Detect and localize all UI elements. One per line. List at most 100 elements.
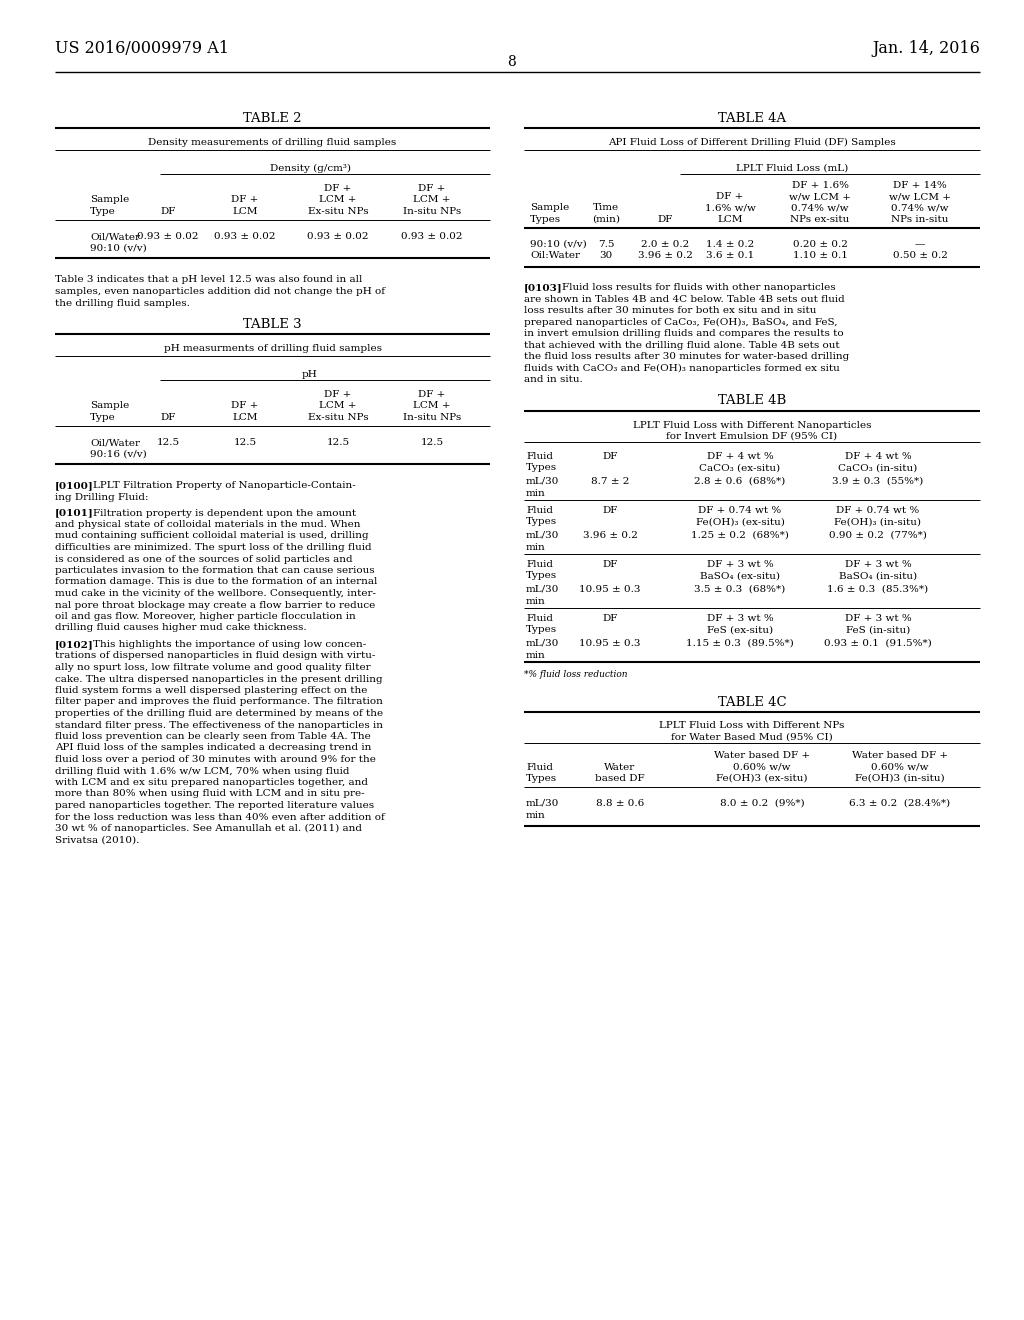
Text: 8.0 ± 0.2  (9%*): 8.0 ± 0.2 (9%*) xyxy=(720,799,804,808)
Text: Fluid: Fluid xyxy=(526,614,553,623)
Text: Types: Types xyxy=(526,463,557,473)
Text: DF + 3 wt %: DF + 3 wt % xyxy=(845,560,911,569)
Text: (min): (min) xyxy=(592,215,620,224)
Text: min: min xyxy=(526,543,546,552)
Text: DF + 0.74 wt %: DF + 0.74 wt % xyxy=(837,506,920,515)
Text: 0.93 ± 0.02: 0.93 ± 0.02 xyxy=(401,232,463,242)
Text: [0102]: [0102] xyxy=(55,640,94,649)
Text: difficulties are minimized. The spurt loss of the drilling fluid: difficulties are minimized. The spurt lo… xyxy=(55,543,372,552)
Text: Types: Types xyxy=(526,517,557,527)
Text: NPs ex-situ: NPs ex-situ xyxy=(791,215,850,224)
Text: CaCO₃ (in-situ): CaCO₃ (in-situ) xyxy=(839,463,918,473)
Text: 0.93 ± 0.02: 0.93 ± 0.02 xyxy=(214,232,275,242)
Text: for Invert Emulsion DF (95% CI): for Invert Emulsion DF (95% CI) xyxy=(667,432,838,441)
Text: 8: 8 xyxy=(508,55,516,69)
Text: DF + 0.74 wt %: DF + 0.74 wt % xyxy=(698,506,781,515)
Text: 3.5 ± 0.3  (68%*): 3.5 ± 0.3 (68%*) xyxy=(694,585,785,594)
Text: Ex-situ NPs: Ex-situ NPs xyxy=(307,207,369,216)
Text: 1.25 ± 0.2  (68%*): 1.25 ± 0.2 (68%*) xyxy=(691,531,788,540)
Text: Types: Types xyxy=(530,215,561,224)
Text: In-situ NPs: In-situ NPs xyxy=(402,207,461,216)
Text: mL/30: mL/30 xyxy=(526,477,559,486)
Text: Fe(OH)3 (in-situ): Fe(OH)3 (in-situ) xyxy=(855,774,945,783)
Text: 1.6% w/w: 1.6% w/w xyxy=(705,203,756,213)
Text: Water: Water xyxy=(604,763,636,771)
Text: Sample: Sample xyxy=(90,401,129,411)
Text: 90:16 (v/v): 90:16 (v/v) xyxy=(90,450,146,458)
Text: Ex-situ NPs: Ex-situ NPs xyxy=(307,413,369,422)
Text: DF + 4 wt %: DF + 4 wt % xyxy=(845,451,911,461)
Text: In-situ NPs: In-situ NPs xyxy=(402,413,461,422)
Text: 90:10 (v/v): 90:10 (v/v) xyxy=(90,243,146,252)
Text: mud containing sufficient colloidal material is used, drilling: mud containing sufficient colloidal mate… xyxy=(55,532,369,540)
Text: FeS (in-situ): FeS (in-situ) xyxy=(846,626,910,635)
Text: 0.60% w/w: 0.60% w/w xyxy=(733,763,791,771)
Text: 0.93 ± 0.1  (91.5%*): 0.93 ± 0.1 (91.5%*) xyxy=(824,639,932,648)
Text: Density measurements of drilling fluid samples: Density measurements of drilling fluid s… xyxy=(148,139,396,147)
Text: US 2016/0009979 A1: US 2016/0009979 A1 xyxy=(55,40,229,57)
Text: Table 3 indicates that a pH level 12.5 was also found in all: Table 3 indicates that a pH level 12.5 w… xyxy=(55,276,362,285)
Text: 0.74% w/w: 0.74% w/w xyxy=(792,203,849,213)
Text: LPLT Fluid Loss with Different Nanoparticles: LPLT Fluid Loss with Different Nanoparti… xyxy=(633,421,871,429)
Text: LPLT Fluid Loss with Different NPs: LPLT Fluid Loss with Different NPs xyxy=(659,722,845,730)
Text: in invert emulsion drilling fluids and compares the results to: in invert emulsion drilling fluids and c… xyxy=(524,329,844,338)
Text: DF +: DF + xyxy=(325,389,351,399)
Text: fluid loss over a period of 30 minutes with around 9% for the: fluid loss over a period of 30 minutes w… xyxy=(55,755,376,764)
Text: 10.95 ± 0.3: 10.95 ± 0.3 xyxy=(580,639,641,648)
Text: [0101]: [0101] xyxy=(55,508,94,517)
Text: DF: DF xyxy=(602,451,617,461)
Text: particulates invasion to the formation that can cause serious: particulates invasion to the formation t… xyxy=(55,566,375,576)
Text: DF: DF xyxy=(161,207,176,216)
Text: CaCO₃ (ex-situ): CaCO₃ (ex-situ) xyxy=(699,463,780,473)
Text: 2.0 ± 0.2: 2.0 ± 0.2 xyxy=(641,240,689,249)
Text: Filtration property is dependent upon the amount: Filtration property is dependent upon th… xyxy=(93,508,356,517)
Text: 1.6 ± 0.3  (85.3%*): 1.6 ± 0.3 (85.3%*) xyxy=(827,585,929,594)
Text: DF +: DF + xyxy=(231,401,259,411)
Text: Sample: Sample xyxy=(530,203,569,213)
Text: mud cake in the vicinity of the wellbore. Consequently, inter-: mud cake in the vicinity of the wellbore… xyxy=(55,589,376,598)
Text: LCM +: LCM + xyxy=(414,195,451,205)
Text: the drilling fluid samples.: the drilling fluid samples. xyxy=(55,298,189,308)
Text: LCM +: LCM + xyxy=(319,401,356,411)
Text: standard filter press. The effectiveness of the nanoparticles in: standard filter press. The effectiveness… xyxy=(55,721,383,730)
Text: mL/30: mL/30 xyxy=(526,639,559,648)
Text: Type: Type xyxy=(90,413,116,422)
Text: filter paper and improves the fluid performance. The filtration: filter paper and improves the fluid perf… xyxy=(55,697,383,706)
Text: 0.93 ± 0.02: 0.93 ± 0.02 xyxy=(137,232,199,242)
Text: DF: DF xyxy=(657,215,673,224)
Text: API Fluid Loss of Different Drilling Fluid (DF) Samples: API Fluid Loss of Different Drilling Flu… xyxy=(608,139,896,147)
Text: 12.5: 12.5 xyxy=(327,438,349,447)
Text: fluid system forms a well dispersed plastering effect on the: fluid system forms a well dispersed plas… xyxy=(55,686,368,696)
Text: and in situ.: and in situ. xyxy=(524,375,583,384)
Text: min: min xyxy=(526,810,546,820)
Text: 10.95 ± 0.3: 10.95 ± 0.3 xyxy=(580,585,641,594)
Text: formation damage. This is due to the formation of an internal: formation damage. This is due to the for… xyxy=(55,578,378,586)
Text: properties of the drilling fluid are determined by means of the: properties of the drilling fluid are det… xyxy=(55,709,383,718)
Text: for Water Based Mud (95% CI): for Water Based Mud (95% CI) xyxy=(671,733,833,742)
Text: TABLE 4A: TABLE 4A xyxy=(718,112,786,125)
Text: 0.20 ± 0.2: 0.20 ± 0.2 xyxy=(793,240,848,249)
Text: loss results after 30 minutes for both ex situ and in situ: loss results after 30 minutes for both e… xyxy=(524,306,816,315)
Text: This highlights the importance of using low concen-: This highlights the importance of using … xyxy=(93,640,367,649)
Text: Srivatsa (2010).: Srivatsa (2010). xyxy=(55,836,139,845)
Text: LCM: LCM xyxy=(232,207,258,216)
Text: [0100]: [0100] xyxy=(55,482,94,491)
Text: 0.90 ± 0.2  (77%*): 0.90 ± 0.2 (77%*) xyxy=(829,531,927,540)
Text: BaSO₄ (in-situ): BaSO₄ (in-situ) xyxy=(839,572,918,581)
Text: LCM +: LCM + xyxy=(414,401,451,411)
Text: LCM: LCM xyxy=(232,413,258,422)
Text: TABLE 2: TABLE 2 xyxy=(244,112,302,125)
Text: DF: DF xyxy=(161,413,176,422)
Text: LPLT Filtration Property of Nanoparticle-Contain-: LPLT Filtration Property of Nanoparticle… xyxy=(93,482,355,491)
Text: Fluid: Fluid xyxy=(526,763,553,771)
Text: trations of dispersed nanoparticles in fluid design with virtu-: trations of dispersed nanoparticles in f… xyxy=(55,652,376,660)
Text: min: min xyxy=(526,488,546,498)
Text: 3.9 ± 0.3  (55%*): 3.9 ± 0.3 (55%*) xyxy=(833,477,924,486)
Text: DF + 3 wt %: DF + 3 wt % xyxy=(707,614,773,623)
Text: 3.96 ± 0.2: 3.96 ± 0.2 xyxy=(638,252,692,260)
Text: Water based DF +: Water based DF + xyxy=(852,751,948,760)
Text: Density (g/cm³): Density (g/cm³) xyxy=(269,164,350,173)
Text: —: — xyxy=(914,240,926,249)
Text: Fluid: Fluid xyxy=(526,451,553,461)
Text: 1.10 ± 0.1: 1.10 ± 0.1 xyxy=(793,252,848,260)
